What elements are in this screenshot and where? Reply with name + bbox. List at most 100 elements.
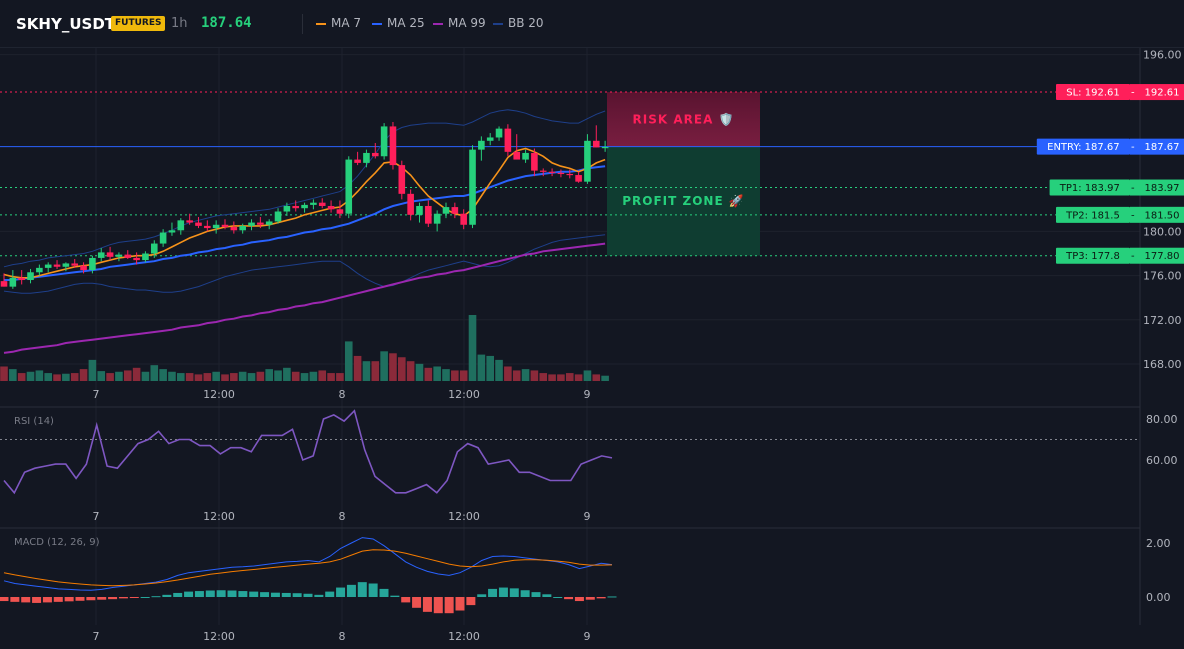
candle-body	[566, 173, 574, 176]
macd-histogram-bar	[205, 590, 215, 597]
volume-bar	[389, 353, 397, 381]
candle-body	[283, 205, 291, 212]
candle-body	[310, 202, 317, 205]
take-profit-label-3-text: TP3: 177.8	[1065, 251, 1120, 262]
candle-body	[469, 149, 476, 225]
legend-ma7-label: MA 7	[331, 16, 362, 30]
macd-histogram-bar	[53, 597, 63, 602]
time-tick-label: 8	[339, 510, 346, 523]
volume-bar	[185, 373, 194, 381]
rsi-tick-label: 60.00	[1146, 454, 1178, 467]
macd-histogram-bar	[477, 594, 487, 597]
legend-ma99[interactable]: MA 99	[433, 16, 486, 30]
candle-body	[150, 243, 158, 254]
volume-bar	[159, 369, 167, 381]
timeframe-label[interactable]: 1h	[171, 16, 188, 31]
label-connector	[1130, 206, 1140, 223]
risk-zone-label: RISK AREA 🛡️	[633, 112, 735, 126]
legend-bb20-swatch	[493, 22, 503, 25]
macd-histogram-bar	[574, 597, 584, 602]
take-profit-label-1-price-chip	[1140, 179, 1184, 196]
time-tick-label: 9	[584, 510, 591, 523]
legend-ma25-swatch	[372, 22, 382, 25]
price-tick-label: 176.00	[1143, 270, 1182, 283]
take-profit-label-1-chip	[1049, 179, 1130, 196]
macd-histogram-bar	[184, 591, 194, 597]
macd-histogram-bar	[10, 597, 20, 602]
macd-histogram-bar	[173, 592, 183, 597]
candle-body	[345, 159, 353, 214]
stop-loss-label-text: SL: 192.61	[1066, 88, 1119, 99]
take-profit-label-1: TP1: 183.97 - 183.97	[1049, 179, 1184, 196]
symbol-name[interactable]: SKHY_USDT	[16, 15, 116, 33]
overlay-indicators	[3, 109, 606, 354]
profit-zone	[607, 146, 760, 256]
macd-histogram-bar	[42, 597, 52, 603]
stop-loss-label-price: 192.61	[1145, 88, 1180, 99]
candle-body	[522, 152, 529, 160]
take-profit-label-2-text: TP2: 181.5	[1065, 210, 1120, 221]
candle-body	[380, 126, 388, 157]
rsi-line	[3, 409, 613, 495]
macd-histogram-bar	[238, 591, 248, 597]
take-profit-label-2: TP2: 181.5 - 181.50	[1056, 206, 1184, 223]
candle-body	[115, 254, 123, 257]
volume-bar	[132, 367, 141, 381]
legend-ma7[interactable]: MA 7	[316, 16, 361, 30]
macd-histogram-bar	[498, 587, 508, 597]
macd-histogram-bar	[542, 594, 552, 597]
volume-bar	[344, 341, 353, 381]
candle-body	[354, 159, 361, 163]
macd-histogram-bar	[108, 597, 118, 600]
candle-body	[36, 267, 43, 273]
last-price: 187.64	[201, 15, 252, 31]
macd-line	[3, 537, 613, 591]
take-profit-label-3-price: 177.80	[1145, 251, 1180, 262]
legend-ma25[interactable]: MA 25	[372, 16, 425, 30]
macd-histogram-bar	[270, 592, 280, 597]
macd-histogram-bar	[249, 591, 259, 597]
volume-bar	[141, 371, 150, 381]
volume-bar	[291, 371, 300, 381]
candle-body	[327, 205, 335, 210]
candle-body	[336, 209, 344, 214]
candle-body	[398, 165, 406, 194]
volume-bar	[398, 357, 406, 381]
ma25-line	[4, 165, 606, 281]
volume-bar	[433, 366, 441, 381]
legend-ma99-label: MA 99	[448, 16, 486, 30]
take-profit-label-3-price-chip	[1140, 247, 1184, 264]
volume-bar	[601, 375, 609, 381]
rsi-tick-label: 80.00	[1146, 413, 1178, 426]
time-tick-label: 9	[584, 630, 591, 643]
macd-histogram-bar	[140, 597, 150, 598]
candle-body	[274, 211, 282, 222]
macd-histogram-bar	[607, 596, 617, 598]
futures-badge: FUTURES	[111, 16, 166, 31]
legend-ma25-label: MA 25	[387, 16, 425, 30]
stop-loss-label: SL: 192.61 - 192.61	[1056, 84, 1184, 101]
macd-histogram-bar	[194, 591, 204, 597]
candle-body	[71, 263, 79, 266]
candle-body	[97, 252, 105, 258]
legend-bb20[interactable]: BB 20	[493, 16, 544, 30]
volume-bar	[327, 373, 335, 381]
candle-body	[539, 170, 547, 172]
macd-histogram-bar	[520, 590, 530, 597]
volume-bar	[415, 363, 424, 381]
macd-histogram-bar	[118, 597, 128, 599]
macd-histogram-bar	[357, 582, 367, 597]
ma99-line	[3, 242, 606, 354]
macd-histogram-bar	[488, 588, 498, 597]
candle-body	[548, 171, 556, 173]
macd-histogram-bar	[281, 592, 291, 597]
candle-body	[80, 265, 87, 271]
profit-zone-label: PROFIT ZONE 🚀	[622, 194, 745, 208]
candle-body	[27, 272, 34, 281]
volume-bar	[44, 373, 52, 381]
volume-bar	[221, 374, 229, 381]
candle-body	[575, 175, 582, 182]
volume-bar	[362, 361, 371, 381]
volume-bar	[26, 371, 35, 381]
